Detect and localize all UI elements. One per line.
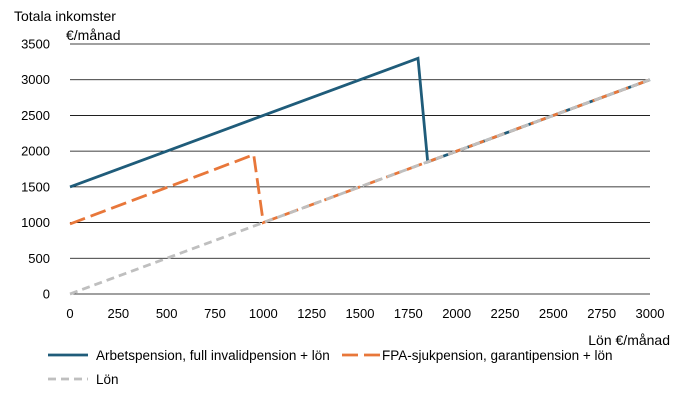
legend-label-lon: Lön	[96, 372, 119, 387]
y-tick-label-500: 500	[28, 251, 50, 266]
legend-label-arbetspension: Arbetspension, full invalidpension + lön	[96, 348, 330, 363]
y-tick-label-1500: 1500	[21, 179, 50, 194]
x-tick-label-250: 250	[107, 306, 129, 321]
x-axis-title: Lön €/månad	[588, 332, 670, 348]
x-tick-label-1500: 1500	[346, 306, 375, 321]
y-tick-labels: 0 500 1000 1500 2000 2500 3000 3500	[21, 37, 50, 302]
x-tick-label-2750: 2750	[587, 306, 616, 321]
x-tick-label-2000: 2000	[442, 306, 471, 321]
y-axis-title-line-1: Totala inkomster	[14, 8, 116, 24]
y-tick-label-3500: 3500	[21, 37, 50, 52]
x-tick-label-500: 500	[156, 306, 178, 321]
x-tick-label-1750: 1750	[394, 306, 423, 321]
legend: Arbetspension, full invalidpension + lön…	[48, 348, 613, 387]
y-tick-label-0: 0	[43, 287, 50, 302]
y-axis-title-line-2: €/månad	[66, 27, 120, 43]
x-tick-label-750: 750	[204, 306, 226, 321]
y-tick-label-1000: 1000	[21, 215, 50, 230]
x-tick-label-2500: 2500	[539, 306, 568, 321]
x-tick-label-3000: 3000	[636, 306, 665, 321]
legend-label-fpa: FPA-sjukpension, garantipension + lön	[382, 348, 613, 363]
x-tick-label-1000: 1000	[249, 306, 278, 321]
series-layer	[69, 56, 651, 296]
x-tick-label-0: 0	[66, 306, 73, 321]
y-tick-label-2500: 2500	[21, 108, 50, 123]
series-line-1	[69, 56, 651, 189]
grid-layer	[70, 43, 650, 295]
y-tick-label-3000: 3000	[21, 72, 50, 87]
x-tick-labels: 0 250 500 750 1000 1250 1500 1750 2000 2250 2500 27…	[66, 306, 664, 321]
x-tick-label-1250: 1250	[297, 306, 326, 321]
y-tick-label-2000: 2000	[21, 144, 50, 159]
x-tick-label-2250: 2250	[491, 306, 520, 321]
series-line-2	[69, 78, 651, 226]
